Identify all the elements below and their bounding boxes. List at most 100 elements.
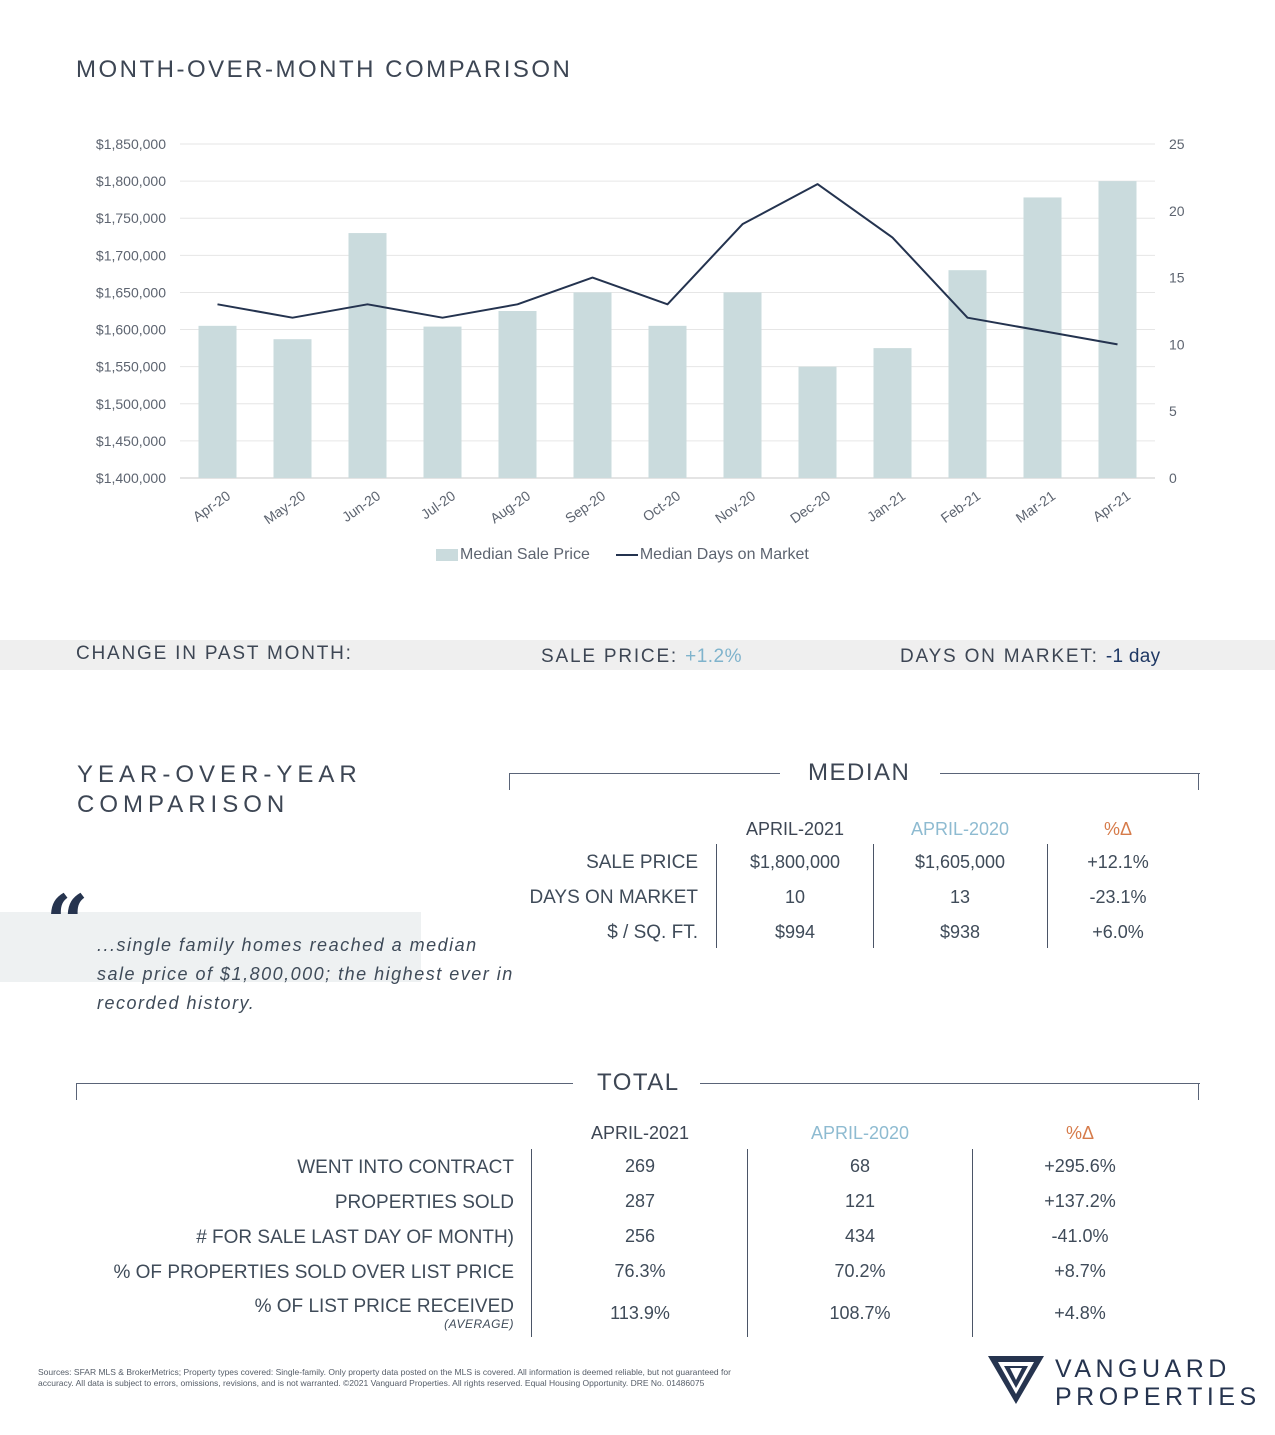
quote-mark-icon: “ (46, 880, 89, 966)
x-tick-label: Oct-20 (640, 487, 684, 524)
total-row-label: % OF PROPERTIES SOLD OVER LIST PRICE (113, 1262, 514, 1283)
total-rule-right (700, 1083, 1200, 1084)
yoy-title-line1: YEAR-OVER-YEAR (77, 761, 362, 788)
total-cell: 113.9% (610, 1303, 670, 1323)
sources-disclaimer: Sources: SFAR MLS & BrokerMetrics; Prope… (38, 1367, 918, 1389)
right-tick-label: 15 (1169, 270, 1185, 286)
logo-wordmark-line2: PROPERTIES (1055, 1383, 1261, 1411)
left-tick-label: $1,450,000 (96, 433, 166, 449)
legend-bar-swatch (436, 549, 458, 561)
legend-label-sale-price: Median Sale Price (460, 546, 590, 563)
sale-price-change: SALE PRICE: +1.2% (541, 646, 742, 668)
total-rule-left (76, 1083, 573, 1084)
bar (423, 326, 462, 478)
quote-text: ...single family homes reached a median … (97, 935, 514, 1013)
total-vrule-2 (747, 1149, 748, 1337)
left-tick-label: $1,850,000 (96, 136, 166, 152)
legend-line-swatch (615, 554, 638, 556)
left-tick-label: $1,750,000 (96, 210, 166, 226)
median-heading: MEDIAN (808, 759, 911, 786)
median-vrule-2 (873, 844, 874, 948)
bar (1023, 197, 1062, 478)
page-title: MONTH-OVER-MONTH COMPARISON (76, 56, 573, 83)
sources-line-1: Sources: SFAR MLS & BrokerMetrics; Prope… (38, 1367, 731, 1377)
total-cell: -41.0% (1051, 1226, 1109, 1246)
vanguard-logo-icon (988, 1356, 1044, 1404)
right-tick-label: 5 (1169, 403, 1177, 419)
total-cell: 434 (844, 1226, 876, 1246)
left-tick-label: $1,500,000 (96, 396, 166, 412)
left-tick-label: $1,800,000 (96, 173, 166, 189)
median-cell: +12.1% (1087, 852, 1149, 872)
median-row-label: SALE PRICE (586, 852, 698, 873)
x-tick-label: Sep-20 (562, 487, 608, 526)
bar (198, 325, 237, 478)
total-vrule-1 (531, 1149, 532, 1337)
median-rule-right (940, 773, 1200, 774)
bar (498, 311, 537, 478)
median-col-2021: APRIL-2021 (745, 819, 845, 839)
total-row-label: % OF LIST PRICE RECEIVED (254, 1296, 514, 1317)
total-tick-left (76, 1083, 77, 1100)
x-tick-label: May-20 (261, 487, 309, 527)
right-tick-label: 10 (1169, 336, 1185, 352)
dom-change-value: -1 day (1105, 646, 1161, 667)
change-band (0, 640, 1275, 670)
quote-band (0, 912, 421, 982)
total-col-2020: APRIL-2020 (810, 1123, 910, 1143)
bar (348, 233, 387, 478)
total-row-label: PROPERTIES SOLD (334, 1192, 514, 1213)
total-col-pct: %Δ (1065, 1123, 1095, 1143)
x-tick-label: Mar-21 (1013, 487, 1059, 526)
total-heading: TOTAL (597, 1069, 680, 1096)
x-tick-label: Jun-20 (339, 487, 383, 525)
total-cell: +4.8% (1054, 1303, 1106, 1323)
x-tick-label: Apr-20 (190, 487, 234, 524)
left-tick-label: $1,400,000 (96, 470, 166, 486)
bar (873, 348, 912, 478)
average-note: (AVERAGE) (444, 1317, 514, 1331)
total-vrule-3 (972, 1149, 973, 1337)
total-cell: 287 (624, 1191, 656, 1211)
median-cell: $1,800,000 (749, 852, 841, 872)
legend-item-days-on-market: Median Days on Market (615, 546, 809, 564)
left-tick-label: $1,550,000 (96, 359, 166, 375)
median-cell: -23.1% (1089, 887, 1147, 907)
total-tick-right (1198, 1083, 1199, 1100)
sale-price-change-value: +1.2% (685, 646, 743, 667)
total-row-label: # FOR SALE LAST DAY OF MONTH) (196, 1227, 514, 1248)
chart-line (217, 183, 1118, 346)
sale-price-change-label: SALE PRICE: (541, 646, 679, 667)
total-cell: 269 (624, 1156, 656, 1176)
x-tick-label: Apr-21 (1090, 487, 1134, 524)
right-axis: 0 5 10 15 20 25 (1169, 136, 1185, 486)
x-tick-label: Nov-20 (712, 487, 758, 526)
legend-label-days-on-market: Median Days on Market (639, 546, 809, 563)
median-cell: 10 (784, 887, 806, 907)
logo-wordmark-line1: VANGUARD (1055, 1355, 1231, 1383)
total-col-2021: APRIL-2021 (590, 1123, 690, 1143)
total-cell: 68 (849, 1156, 871, 1176)
right-tick-label: 20 (1169, 203, 1185, 219)
median-vrule-1 (716, 844, 717, 948)
x-tick-label: Dec-20 (787, 487, 833, 526)
dom-change-label: DAYS ON MARKET: (900, 646, 1099, 667)
change-label: CHANGE IN PAST MONTH: (76, 643, 353, 664)
left-tick-label: $1,650,000 (96, 284, 166, 300)
total-cell: 108.7% (829, 1303, 891, 1323)
x-tick-label: Jan-21 (864, 487, 908, 525)
legend-item-sale-price: Median Sale Price (436, 546, 590, 564)
month-over-month-chart: $1,400,000 $1,450,000 $1,500,000 $1,550,000… (96, 136, 1185, 527)
median-cell: $938 (939, 922, 981, 942)
median-tick-right (1198, 773, 1199, 790)
median-col-pct: %Δ (1103, 819, 1133, 839)
median-row-label: $ / SQ. FT. (607, 922, 698, 943)
x-tick-label: Jul-20 (418, 487, 459, 522)
right-tick-label: 25 (1169, 136, 1185, 152)
left-tick-label: $1,700,000 (96, 247, 166, 263)
bar (798, 366, 837, 478)
bar (573, 292, 612, 478)
total-cell: 70.2% (834, 1261, 886, 1281)
sources-line-2: accuracy. All data is subject to errors,… (38, 1378, 705, 1388)
chart-bars (198, 181, 1137, 478)
